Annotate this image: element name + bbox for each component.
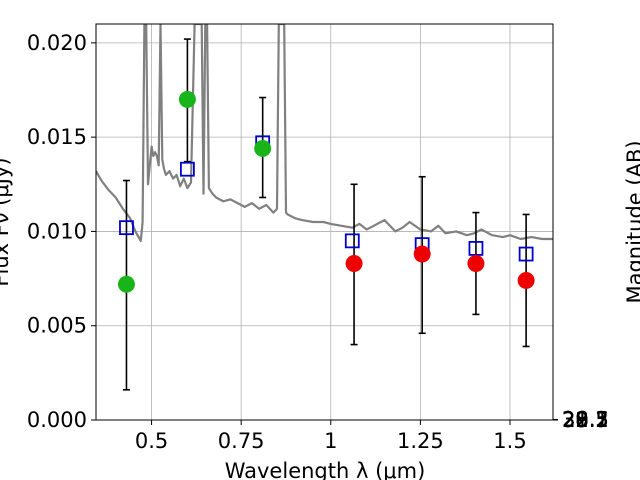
y-tick-label-left: 0.005 <box>27 314 87 338</box>
y-tick-label-right: 31 <box>562 408 589 432</box>
y-tick-label-left: 0.010 <box>27 219 87 243</box>
spectrum-line <box>96 24 553 242</box>
model-square-point <box>344 233 360 249</box>
x-tick-label: 1 <box>324 429 337 453</box>
model-square-point <box>119 220 134 236</box>
model-square-point <box>179 161 195 177</box>
red-data-point <box>413 245 431 263</box>
y-tick-label-right: 29 <box>562 408 589 432</box>
y-tick-label-right: 28.7 <box>562 408 609 432</box>
axes-layer: 0.5 0.75 1 1.25 1.5 0.000 0.005 0.010 0.015 0.020… <box>27 23 609 453</box>
x-tick-label: 1.25 <box>397 429 444 453</box>
red-data-point <box>517 271 535 289</box>
model-square-point <box>468 240 484 256</box>
x-axis-label: Wavelength λ (μm) <box>225 459 426 480</box>
green-data-point <box>117 275 135 293</box>
y-tick-label-right: 30 <box>562 408 589 432</box>
y-tick-label-right: 30.5 <box>562 408 609 432</box>
model-square-point <box>518 246 534 262</box>
y-tick-label-right: 29.5 <box>562 408 609 432</box>
y-axis-label-right: Magnitude (AB) <box>623 140 640 303</box>
red-data-point <box>345 254 363 272</box>
y-tick-label-right: 28.1 <box>562 408 609 432</box>
x-tick-label: 1.5 <box>493 429 526 453</box>
y-tick-label-left: 0.015 <box>27 125 87 149</box>
x-tick-label: 0.75 <box>218 429 265 453</box>
green-data-point <box>178 90 196 108</box>
green-data-point <box>254 139 272 157</box>
y-axis-label-left: Flux Fν (μJy) <box>0 157 13 286</box>
y-tick-label-left: 0.000 <box>27 408 87 432</box>
y-tick-label-right: 29.2 <box>562 408 609 432</box>
plot-frame <box>95 23 554 421</box>
x-tick-label: 0.5 <box>135 429 168 453</box>
y-tick-label-right: 28.5 <box>562 408 609 432</box>
y-tick-label-right: 32 <box>562 408 589 432</box>
y-tick-label-right: 28.3 <box>562 408 609 432</box>
y-tick-label-left: 0.020 <box>27 31 87 55</box>
red-data-point <box>467 254 485 272</box>
data-layer <box>96 24 553 391</box>
